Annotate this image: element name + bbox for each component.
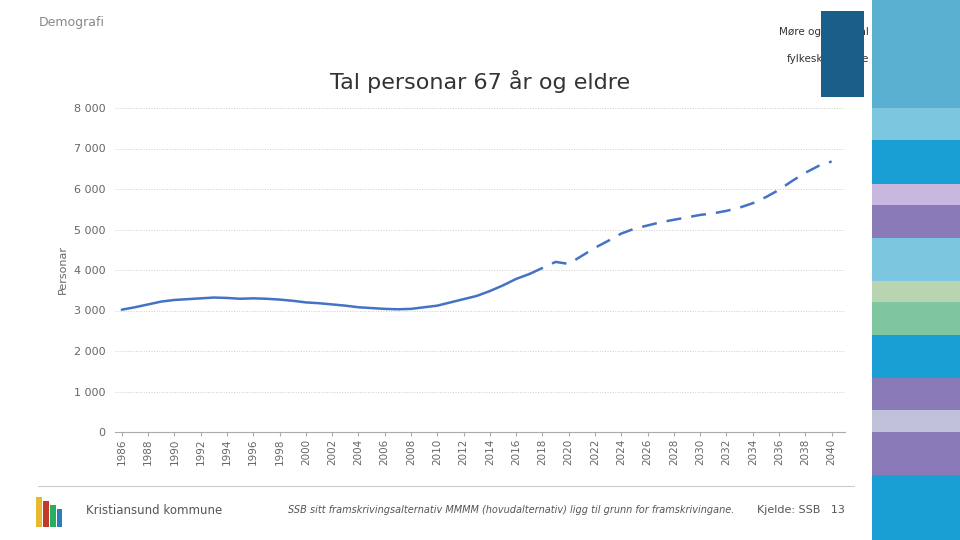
Text: Kjelde: SSB   13: Kjelde: SSB 13 xyxy=(756,505,845,515)
Text: fylkeskommune: fylkeskommune xyxy=(786,54,869,64)
Text: Møre og Romsdal: Møre og Romsdal xyxy=(779,27,869,37)
Y-axis label: Personar: Personar xyxy=(59,246,68,294)
Text: SSB sitt framskrivingsalternativ MMMM (hovudalternativ) ligg til grunn for frams: SSB sitt framskrivingsalternativ MMMM (h… xyxy=(288,505,734,515)
Text: Demografi: Demografi xyxy=(38,16,105,29)
Title: Tal personar 67 år og eldre: Tal personar 67 år og eldre xyxy=(330,70,630,92)
Text: Kristiansund kommune: Kristiansund kommune xyxy=(86,504,223,517)
